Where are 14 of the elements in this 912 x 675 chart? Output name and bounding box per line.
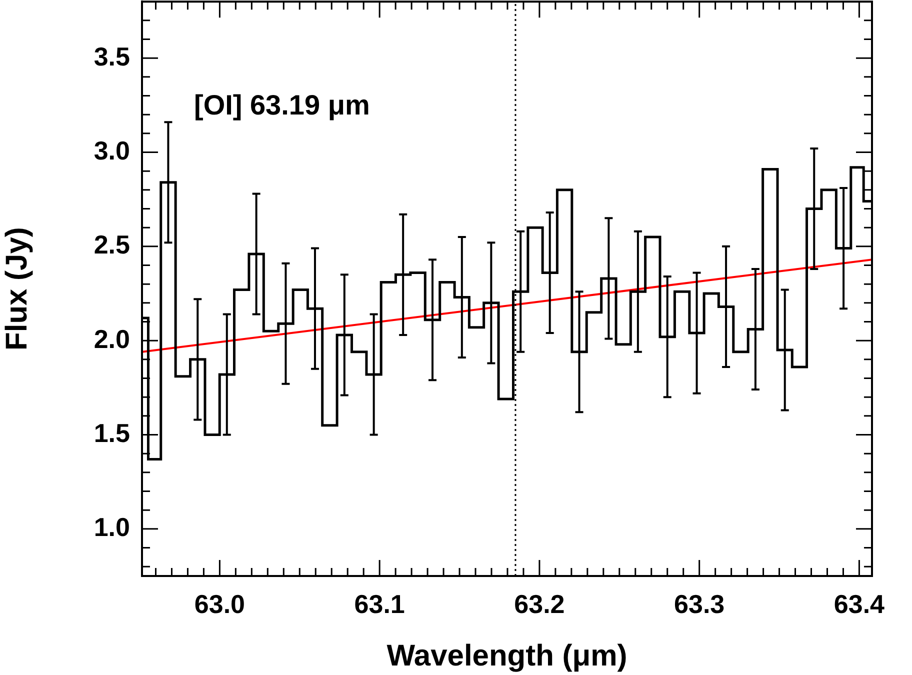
y-axis-title: Flux (Jy) (0, 227, 34, 350)
y-tick-label: 3.5 (94, 41, 130, 72)
y-tick-label: 2.0 (94, 324, 130, 354)
annotation: [OI] 63.19 μm (194, 90, 370, 121)
y-tick-label: 2.5 (94, 230, 130, 260)
x-tick-label: 63.4 (834, 588, 886, 619)
y-tick-label: 1.5 (94, 418, 130, 448)
x-tick-label: 63.1 (354, 588, 405, 619)
y-tick-label: 1.0 (94, 512, 130, 542)
x-axis-title: Wavelength (μm) (386, 639, 628, 672)
y-tick-label: 3.0 (94, 135, 130, 166)
x-tick-label: 63.2 (514, 588, 565, 619)
x-tick-label: 63.3 (674, 588, 725, 619)
x-tick-label: 63.0 (194, 588, 246, 619)
